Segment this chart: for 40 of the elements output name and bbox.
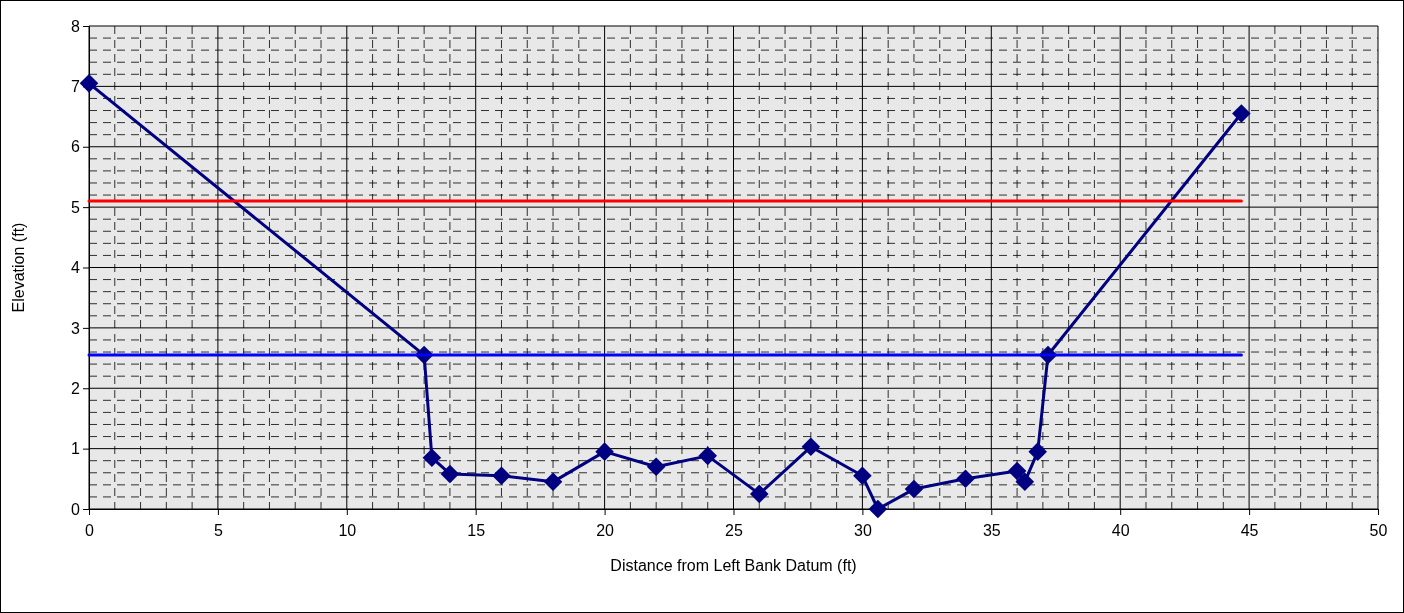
x-tick-label: 35 — [982, 521, 1001, 539]
point — [543, 472, 563, 492]
y-tick-label: 1 — [71, 440, 81, 458]
point — [492, 466, 511, 486]
point — [1028, 442, 1047, 461]
point — [956, 469, 975, 489]
point — [1015, 472, 1035, 492]
point — [853, 466, 872, 486]
y-tick-label: 3 — [71, 319, 81, 337]
point — [646, 457, 666, 477]
x-tick-label: 50 — [1369, 521, 1388, 539]
point — [440, 464, 460, 484]
point — [1007, 461, 1027, 481]
y-tick-label: 6 — [71, 138, 81, 156]
x-tick-label: 10 — [338, 521, 357, 539]
point — [422, 448, 442, 467]
point — [698, 446, 718, 466]
y-tick-label: 7 — [71, 77, 81, 95]
point — [801, 437, 821, 457]
y-tick-label: 8 — [71, 17, 81, 35]
x-tick-label: 0 — [85, 521, 95, 539]
point — [79, 74, 99, 93]
point — [595, 442, 614, 461]
x-tick-label: 45 — [1240, 521, 1259, 539]
x-tick-label: 40 — [1111, 521, 1130, 539]
y-axis-title: Elevation (ft) — [10, 222, 27, 313]
x-tick-label: 30 — [854, 521, 872, 539]
y-tick-label: 2 — [71, 379, 81, 397]
x-tick-label: 25 — [725, 521, 743, 539]
point — [1232, 104, 1251, 123]
y-tick-label: 5 — [71, 198, 81, 216]
point — [904, 479, 924, 499]
point — [749, 484, 769, 504]
point — [868, 499, 888, 519]
x-tick-label: 15 — [467, 521, 486, 539]
y-tick-label: 0 — [71, 500, 81, 518]
y-tick-label: 4 — [71, 259, 81, 277]
x-tick-label: 5 — [213, 521, 223, 539]
x-axis-title: Distance from Left Bank Datum (ft) — [610, 557, 857, 574]
x-tick-label: 20 — [596, 521, 615, 539]
